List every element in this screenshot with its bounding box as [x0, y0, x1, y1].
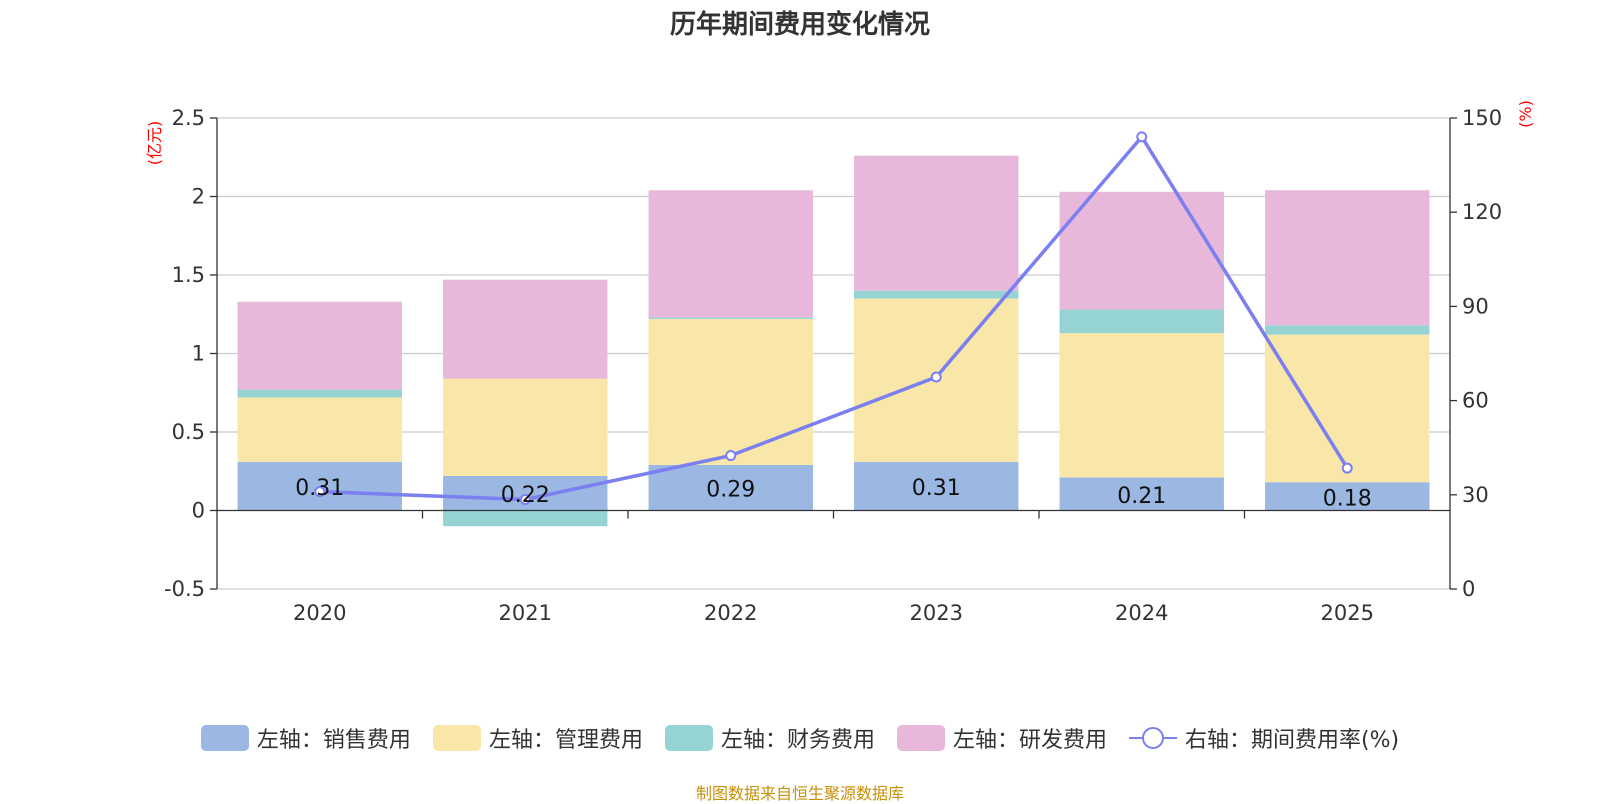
- left-tick-label: 2.5: [172, 106, 205, 130]
- legend-swatch: [200, 725, 249, 751]
- labels: 0.31 0.22 0.29 0.31 0.21 0.18: [295, 476, 1371, 511]
- left-axis-unit: (亿元): [145, 121, 164, 166]
- right-tick-label: 0: [1462, 577, 1475, 601]
- bar-segment: [648, 464, 813, 511]
- left-tick-label: 0.5: [172, 420, 205, 444]
- legend-item[interactable]: 左轴：财务费用: [664, 722, 875, 754]
- legend-label: 右轴：期间费用率(%): [1184, 728, 1400, 753]
- legend-label: 左轴：研发费用: [952, 728, 1107, 753]
- rate-point: [1341, 462, 1353, 474]
- bar-segment: [648, 318, 813, 465]
- legend-label: 左轴：财务费用: [720, 728, 875, 753]
- right-tick-label: 120: [1462, 200, 1502, 224]
- rate-point: [314, 486, 326, 498]
- legend-label: 左轴：管理费用: [488, 728, 643, 753]
- legend-item[interactable]: 左轴：管理费用: [432, 722, 643, 754]
- rate-line: [314, 131, 1353, 506]
- legend-swatch: [896, 725, 945, 751]
- bar-segment: [1265, 482, 1430, 511]
- bar-segment: [648, 190, 813, 318]
- right-tick-label: 60: [1462, 389, 1489, 413]
- legend-swatch: [664, 725, 713, 751]
- rate-point: [519, 494, 531, 506]
- data-label: 0.29: [706, 478, 755, 503]
- right-tick-label: 90: [1462, 294, 1489, 318]
- legend-swatch: [432, 725, 481, 751]
- bars: [237, 155, 1430, 527]
- axes: -0.5 0 0.5 1 1.5 2 2.5 0 30 60 90 120 150 2020 2021 202…: [145, 100, 1535, 625]
- rate-point: [1136, 131, 1148, 143]
- bar-segment: [237, 389, 402, 398]
- bar-segment: [237, 397, 402, 462]
- left-tick-label: 0: [192, 499, 205, 523]
- left-tick-label: 2: [192, 185, 205, 209]
- rate-line-path: [319, 135, 1349, 502]
- right-axis-unit: (%): [1516, 100, 1535, 128]
- x-tick-label: 2024: [1115, 601, 1168, 625]
- bar-segment: [443, 279, 608, 379]
- data-label: 0.31: [912, 476, 961, 501]
- data-label: 0.22: [501, 483, 550, 508]
- x-tick-label: 2025: [1321, 601, 1374, 625]
- right-tick-label: 150: [1462, 106, 1502, 130]
- line-marker-icon: [1128, 727, 1177, 749]
- legend-label: 左轴：销售费用: [256, 728, 411, 753]
- legend-item[interactable]: 左轴：销售费用: [200, 722, 411, 754]
- left-tick-label: 1: [192, 342, 205, 366]
- x-tick-label: 2023: [910, 601, 963, 625]
- bar-segment: [443, 378, 608, 476]
- bar-segment: [1059, 333, 1224, 478]
- bar-segment: [854, 155, 1019, 291]
- source-note: 制图数据来自恒生聚源数据库: [695, 784, 904, 803]
- bar-segment: [443, 510, 608, 527]
- right-tick-label: 30: [1462, 483, 1489, 507]
- bar-segment: [237, 301, 402, 390]
- chart-title: 历年期间费用变化情况: [669, 10, 930, 40]
- data-label: 0.31: [295, 476, 344, 501]
- bar-segment: [1059, 309, 1224, 334]
- gridlines: [217, 117, 1450, 590]
- bar-segment: [1059, 191, 1224, 310]
- data-label: 0.18: [1323, 486, 1372, 511]
- x-tick-label: 2021: [499, 601, 552, 625]
- left-tick-label: 1.5: [172, 263, 205, 287]
- left-tick-label: -0.5: [164, 577, 205, 601]
- x-tick-label: 2020: [293, 601, 346, 625]
- bar-segment: [854, 290, 1019, 299]
- legend: 左轴：销售费用 左轴：管理费用 左轴：财务费用 左轴：研发费用 右轴：期间费用率(%): [0, 722, 1600, 754]
- bar-segment: [648, 317, 813, 319]
- x-tick-label: 2022: [704, 601, 757, 625]
- rate-point: [725, 450, 737, 462]
- rate-point: [930, 371, 942, 383]
- data-label: 0.21: [1117, 484, 1166, 509]
- bar-segment: [1265, 190, 1430, 326]
- bar-segment: [854, 461, 1019, 511]
- bar-segment: [1265, 334, 1430, 483]
- legend-item[interactable]: 左轴：研发费用: [896, 722, 1107, 754]
- legend-item[interactable]: 右轴：期间费用率(%): [1128, 722, 1400, 754]
- bar-segment: [1059, 477, 1224, 511]
- bar-segment: [1265, 325, 1430, 335]
